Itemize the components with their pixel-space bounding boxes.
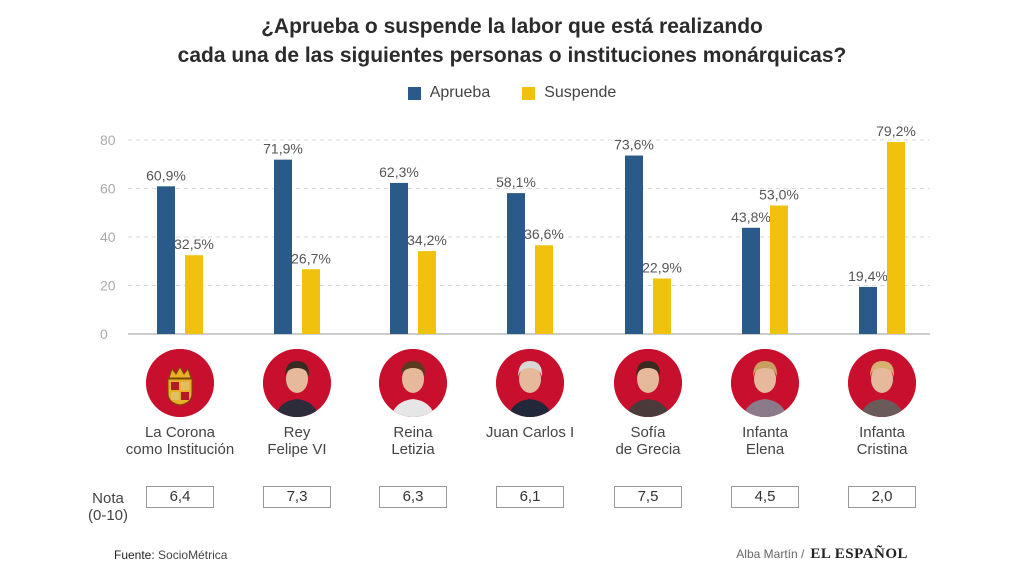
nota-value: 4,5 [731, 486, 799, 508]
person-name: Reina Letizia [338, 424, 488, 458]
data-label-aprueba: 60,9% [146, 167, 186, 183]
credit: Alba Martín / EL ESPAÑOL [736, 546, 908, 563]
bar-suspende [653, 278, 671, 334]
y-tick-label: 0 [100, 326, 108, 342]
person-name-line: Reina [393, 424, 433, 441]
data-label-aprueba: 62,3% [379, 164, 419, 180]
person-name-line: Elena [745, 441, 785, 458]
person-name: Juan Carlos I [455, 424, 605, 441]
data-label-aprueba: 73,6% [614, 137, 654, 153]
legend-item-suspende: Suspende [522, 84, 616, 102]
source-name: SocioMétrica [158, 548, 228, 562]
person-name-line: Cristina [856, 441, 908, 458]
bar-aprueba [507, 193, 525, 334]
bar-aprueba [274, 159, 292, 334]
portrait-icon [848, 349, 916, 417]
data-label-suspende: 53,0% [759, 186, 799, 202]
portrait-icon [379, 349, 447, 417]
chart-title-line2: cada una de las siguientes personas o in… [177, 44, 847, 67]
legend-item-aprueba: Aprueba [407, 84, 491, 102]
person-name: Infanta Elena [690, 424, 840, 458]
person-name: La Corona como Institución [105, 424, 255, 458]
legend: Aprueba Suspende [0, 84, 1024, 102]
person-name-line: Juan Carlos I [485, 424, 575, 441]
nota-value: 2,0 [848, 486, 916, 508]
data-label-suspende: 22,9% [642, 259, 682, 275]
bar-suspende [535, 245, 553, 334]
data-label-aprueba: 43,8% [731, 209, 771, 225]
person-name: Infanta Cristina [807, 424, 957, 458]
data-label-aprueba: 71,9% [263, 141, 303, 157]
y-tick-label: 60 [100, 181, 116, 197]
bar-suspende [770, 205, 788, 334]
nota-label: Nota (0-10) [88, 490, 128, 524]
legend-swatch-aprueba [407, 86, 421, 100]
nota-value: 7,5 [614, 486, 682, 508]
portrait-icon [263, 349, 331, 417]
nota-value: 6,4 [146, 486, 214, 508]
person-name-line: Felipe VI [267, 441, 327, 458]
nota-value: 6,1 [496, 486, 564, 508]
source-note: Fuente: SocioMétrica [114, 548, 227, 562]
person-name: Sofía de Grecia [573, 424, 723, 458]
data-label-suspende: 32,5% [174, 236, 214, 252]
bar-suspende [418, 251, 436, 334]
y-tick-label: 40 [100, 229, 116, 245]
person-name-line: Infanta [859, 424, 905, 441]
person-name-line: Rey [283, 424, 311, 441]
data-label-aprueba: 19,4% [848, 268, 888, 284]
person-name-line: La Corona [144, 424, 216, 441]
person-name: Rey Felipe VI [222, 424, 372, 458]
brand-logo: EL ESPAÑOL [810, 546, 908, 562]
portrait-icon [614, 349, 682, 417]
bar-aprueba [157, 186, 175, 334]
person-name-line: como Institución [125, 441, 235, 458]
bar-suspende [887, 141, 905, 334]
y-tick-label: 20 [100, 278, 116, 294]
bar-aprueba [742, 227, 760, 334]
person-name-line: Letizia [391, 441, 435, 458]
bar-suspende [302, 269, 320, 334]
person-name-line: Infanta [742, 424, 788, 441]
y-tick-label: 80 [100, 132, 116, 148]
nota-value: 6,3 [379, 486, 447, 508]
chart-title-line1: ¿Aprueba o suspende la labor que está re… [261, 15, 763, 38]
data-label-aprueba: 58,1% [496, 174, 536, 190]
data-label-suspende: 36,6% [524, 226, 564, 242]
nota-label-line1: Nota [92, 490, 124, 507]
person-name-line: Sofía [630, 424, 666, 441]
source-prefix: Fuente: [114, 548, 155, 562]
person-name-line: de Grecia [615, 441, 681, 458]
legend-label-aprueba: Aprueba [429, 84, 491, 101]
legend-label-suspende: Suspende [544, 84, 617, 101]
legend-swatch-suspende [522, 86, 536, 100]
data-label-suspende: 26,7% [291, 250, 331, 266]
chart-title: ¿Aprueba o suspende la labor que está re… [0, 12, 1024, 70]
bar-suspende [185, 255, 203, 334]
data-label-suspende: 34,2% [407, 232, 447, 248]
portrait-icon [731, 349, 799, 417]
nota-value: 7,3 [263, 486, 331, 508]
portrait-icon [496, 349, 564, 417]
bar-aprueba [390, 182, 408, 334]
author: Alba Martín / [736, 547, 805, 561]
nota-label-line2: (0-10) [88, 507, 129, 524]
bar-aprueba [859, 286, 877, 334]
bar-aprueba [625, 155, 643, 334]
data-label-suspende: 79,2% [876, 123, 916, 139]
crown-coat-of-arms-icon [146, 349, 214, 417]
